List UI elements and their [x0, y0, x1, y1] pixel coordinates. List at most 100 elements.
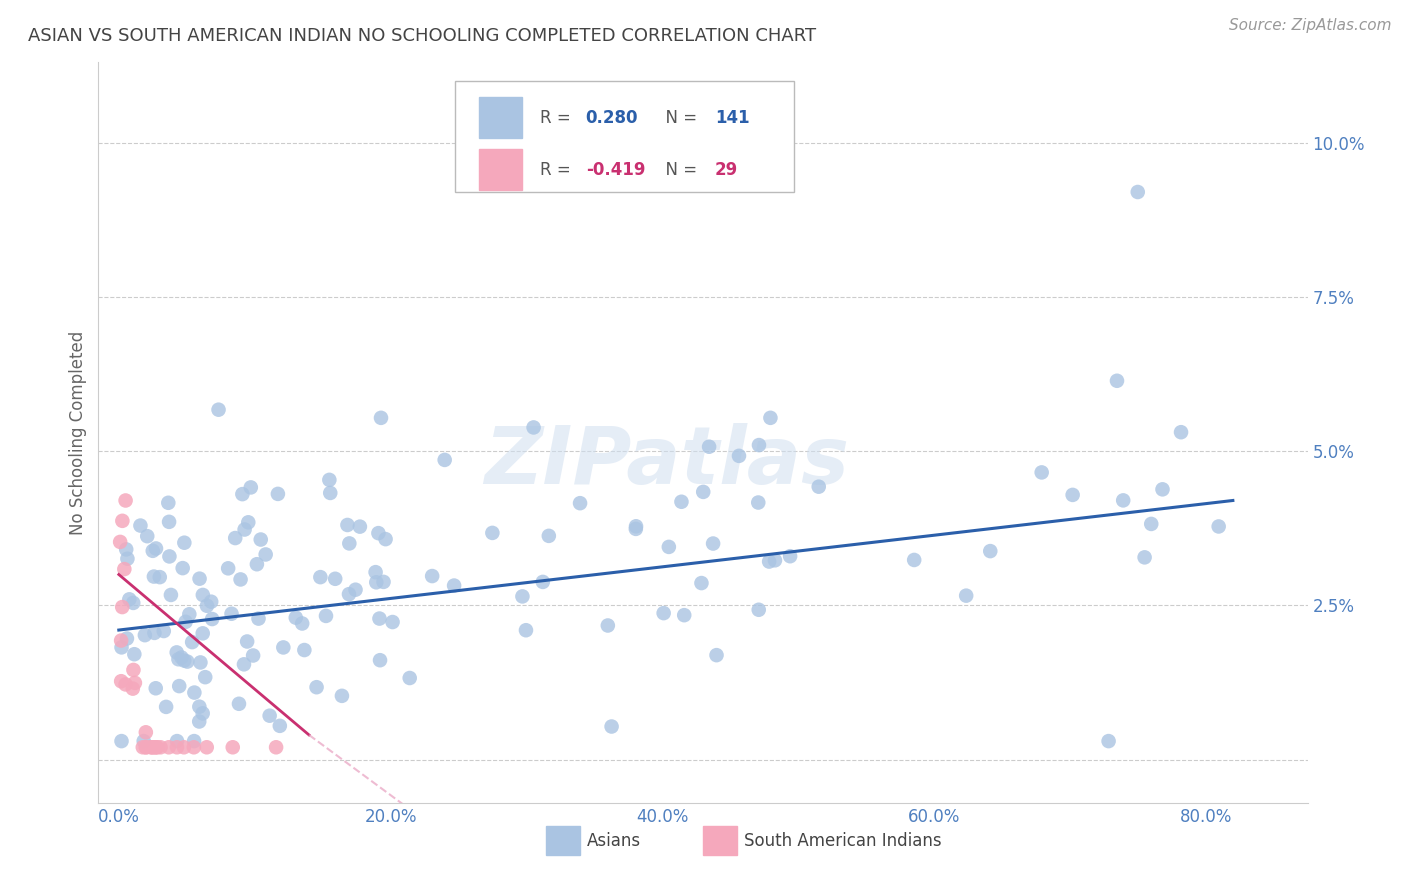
Point — [195, 740, 218, 755]
Point — [152, 624, 174, 638]
Point — [176, 655, 198, 669]
Point — [110, 633, 132, 648]
Point — [166, 740, 188, 755]
Point — [373, 574, 395, 589]
Text: R =: R = — [540, 109, 576, 127]
Point — [319, 486, 342, 500]
Point — [166, 645, 188, 659]
Point — [194, 670, 217, 684]
Text: Asians: Asians — [586, 831, 641, 849]
Point — [149, 740, 172, 755]
Point — [134, 628, 156, 642]
Point — [188, 572, 211, 586]
Point — [157, 496, 180, 510]
FancyBboxPatch shape — [546, 827, 579, 855]
Point — [141, 740, 163, 755]
Point — [115, 632, 138, 646]
Point — [979, 544, 1001, 558]
Point — [139, 740, 162, 755]
Point — [337, 536, 360, 550]
Point — [173, 654, 195, 668]
Point — [1140, 516, 1163, 531]
Point — [758, 555, 780, 569]
Point — [763, 553, 786, 567]
Point — [195, 599, 218, 613]
Text: 29: 29 — [716, 161, 738, 178]
Point — [370, 410, 392, 425]
Y-axis label: No Schooling Completed: No Schooling Completed — [69, 331, 87, 534]
Point — [247, 612, 270, 626]
Point — [143, 740, 166, 755]
Point — [121, 681, 143, 696]
Point — [323, 572, 346, 586]
Point — [110, 734, 132, 748]
Point — [374, 532, 396, 546]
Point — [596, 618, 619, 632]
Point — [233, 523, 256, 537]
Point — [315, 608, 337, 623]
FancyBboxPatch shape — [479, 97, 522, 138]
Point — [242, 648, 264, 663]
Point — [233, 657, 256, 672]
Point — [110, 674, 132, 689]
Point — [1133, 550, 1156, 565]
Point — [124, 676, 146, 690]
Point — [1112, 493, 1135, 508]
Point — [1105, 374, 1128, 388]
Point — [702, 536, 724, 550]
Point — [191, 588, 214, 602]
Point — [149, 570, 172, 584]
Text: Source: ZipAtlas.com: Source: ZipAtlas.com — [1229, 18, 1392, 33]
Point — [1062, 488, 1084, 502]
Point — [673, 608, 696, 623]
Point — [671, 495, 693, 509]
Text: ASIAN VS SOUTH AMERICAN INDIAN NO SCHOOLING COMPLETED CORRELATION CHART: ASIAN VS SOUTH AMERICAN INDIAN NO SCHOOL… — [28, 27, 817, 45]
Point — [132, 734, 155, 748]
Point — [624, 522, 647, 536]
Point — [200, 595, 222, 609]
Point — [132, 740, 155, 755]
Point — [600, 719, 623, 733]
Point — [173, 535, 195, 549]
Point — [222, 740, 245, 755]
Point — [129, 518, 152, 533]
Point — [111, 514, 134, 528]
Point — [336, 518, 359, 533]
Text: 141: 141 — [716, 109, 749, 127]
Point — [398, 671, 420, 685]
Point — [114, 677, 136, 691]
Point — [173, 740, 195, 755]
Point — [174, 615, 197, 629]
Point — [652, 606, 675, 620]
FancyBboxPatch shape — [479, 149, 522, 190]
Point — [690, 576, 713, 591]
Text: 0.280: 0.280 — [586, 109, 638, 127]
Point — [111, 600, 134, 615]
Point — [224, 531, 246, 545]
Point — [145, 740, 167, 755]
Point — [141, 740, 163, 755]
Point — [112, 562, 135, 576]
Point — [748, 603, 770, 617]
Point — [305, 680, 328, 694]
Point — [1031, 466, 1053, 480]
Point — [135, 725, 157, 739]
Point — [748, 438, 770, 452]
Point — [1126, 185, 1149, 199]
Point — [157, 740, 180, 755]
Point — [367, 526, 389, 541]
Point — [1208, 519, 1230, 533]
Point — [420, 569, 443, 583]
Point — [337, 587, 360, 601]
Point — [264, 740, 287, 755]
Point — [1152, 483, 1174, 497]
Point — [135, 740, 157, 755]
Point — [779, 549, 801, 564]
Point — [201, 612, 224, 626]
Point — [254, 548, 277, 562]
Point — [259, 708, 281, 723]
Point — [747, 495, 769, 509]
Point — [217, 561, 239, 575]
Point — [481, 525, 503, 540]
Point — [108, 535, 131, 549]
